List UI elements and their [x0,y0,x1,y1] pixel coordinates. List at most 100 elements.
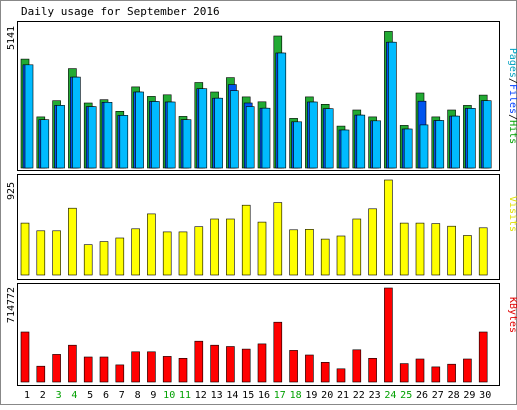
x-tick-label-day-1: 1 [24,390,30,401]
bar-kbytes-kbytes-day-10 [162,356,172,383]
legend-visits: Visits [507,196,517,232]
bar-visits-visits-day-9 [147,213,156,276]
bar-visits-visits-day-7 [115,237,125,276]
x-tick-label-day-16: 16 [258,390,270,401]
bar-hits-files-pages-pages-day-25 [403,128,413,169]
bar-hits-files-pages-pages-day-24 [388,41,397,169]
x-tick-label-day-19: 19 [305,390,317,401]
bar-visits-visits-day-21 [336,235,346,276]
bar-kbytes-kbytes-day-16 [257,343,267,383]
bar-kbytes-kbytes-day-12 [194,340,204,383]
x-tick-label-day-30: 30 [479,390,491,401]
bar-hits-files-pages-pages-day-8 [135,91,144,169]
x-tick-label-day-13: 13 [211,390,223,401]
bar-hits-files-pages-pages-day-19 [309,101,318,169]
legend-kbytes: KBytes [507,297,517,333]
x-tick-label-day-28: 28 [448,390,460,401]
bar-hits-files-pages-pages-day-28 [451,115,460,169]
bar-kbytes-kbytes-day-21 [336,368,346,383]
bar-visits-visits-day-26 [415,222,425,276]
legend-hits-files-pages: Pages/Files/Hits [507,48,517,144]
bar-kbytes-kbytes-day-7 [115,364,125,383]
panel-frame-kbytes [17,283,500,386]
bar-visits-visits-day-29 [463,235,472,276]
bar-kbytes-kbytes-day-25 [399,363,409,383]
x-tick-label-day-8: 8 [135,390,141,401]
bar-kbytes-kbytes-day-6 [99,356,109,383]
bar-kbytes-kbytes-day-8 [131,351,140,383]
legend-part-hits-files-pages-3: / [507,114,517,120]
bar-visits-visits-day-1 [20,222,30,276]
bar-kbytes-kbytes-day-29 [463,358,472,383]
bar-kbytes-kbytes-day-9 [147,351,156,383]
bar-kbytes-kbytes-day-5 [83,356,93,383]
bar-visits-visits-day-14 [226,218,235,276]
x-tick-label-day-4: 4 [71,390,77,401]
bar-visits-visits-day-24 [384,179,393,276]
bar-kbytes-kbytes-day-1 [20,331,30,383]
bar-hits-files-pages-pages-day-13 [214,97,223,169]
bar-hits-files-pages-pages-day-10 [166,101,176,169]
chart-title: Daily usage for September 2016 [21,5,220,18]
bar-kbytes-kbytes-day-3 [52,354,61,383]
bar-hits-files-pages-pages-day-6 [103,102,113,169]
bar-hits-files-pages-pages-day-20 [324,108,334,169]
bar-visits-visits-day-3 [52,230,61,276]
bar-kbytes-kbytes-day-24 [384,287,393,383]
bar-kbytes-kbytes-day-11 [178,357,188,383]
bar-visits-visits-day-8 [131,228,140,276]
bar-visits-visits-day-17 [273,202,283,276]
bar-hits-files-pages-pages-day-11 [182,119,192,169]
bar-hits-files-pages-pages-day-2 [40,119,50,169]
legend-part-hits-files-pages-1: / [507,78,517,84]
bar-kbytes-kbytes-day-27 [431,366,441,383]
bar-hits-files-pages-pages-day-27 [435,120,445,169]
bar-visits-visits-day-12 [194,226,204,276]
bar-hits-files-pages-pages-day-7 [119,115,129,169]
x-tick-label-day-7: 7 [119,390,125,401]
legend-part-hits-files-pages-2: Files [507,84,517,114]
x-tick-label-day-9: 9 [150,390,156,401]
bar-kbytes-kbytes-day-22 [352,349,362,383]
bar-kbytes-kbytes-day-28 [447,363,456,383]
x-tick-label-day-18: 18 [290,390,302,401]
bar-kbytes-kbytes-day-18 [289,350,298,383]
x-tick-label-day-3: 3 [56,390,62,401]
x-tick-label-day-6: 6 [103,390,109,401]
x-tick-label-day-17: 17 [274,390,286,401]
bar-hits-files-pages-pages-day-18 [293,121,302,169]
bar-visits-visits-day-19 [305,229,314,276]
legend-part-hits-files-pages-4: Hits [507,120,517,144]
bar-visits-visits-day-13 [210,218,219,276]
legend-layer: Pages/Files/Hits Visits KBytes [507,48,517,333]
x-tick-label-day-26: 26 [416,390,428,401]
y-max-label-visits: 925 [6,182,17,200]
panel-frame-visits [17,174,500,280]
bar-hits-files-pages-pages-day-23 [372,120,381,169]
bar-visits-visits-day-23 [368,208,377,276]
bar-kbytes-kbytes-day-19 [305,354,314,383]
bar-hits-files-pages-pages-day-26 [419,124,429,169]
bar-kbytes-kbytes-day-14 [226,346,235,383]
bar-kbytes-kbytes-day-15 [241,348,251,383]
bar-kbytes-kbytes-day-17 [273,321,283,383]
bar-kbytes-kbytes-day-2 [36,365,46,383]
x-tick-label-day-15: 15 [242,390,254,401]
x-tick-label-day-20: 20 [321,390,333,401]
bar-kbytes-kbytes-day-30 [478,331,488,383]
bar-hits-files-pages-pages-day-17 [277,52,287,169]
x-tick-label-day-12: 12 [195,390,207,401]
bar-visits-visits-day-10 [162,231,172,276]
bar-hits-files-pages-pages-day-3 [56,105,65,169]
x-tick-label-day-11: 11 [179,390,191,401]
bar-hits-files-pages-pages-day-14 [230,90,239,169]
bar-kbytes-kbytes-day-4 [68,344,77,383]
bar-hits-files-pages-pages-day-4 [72,76,81,169]
legend-part-visits-0: Visits [507,196,517,232]
bar-visits-visits-day-5 [83,244,93,276]
bar-hits-files-pages-pages-day-5 [87,106,97,169]
bar-visits-visits-day-6 [99,241,109,276]
bar-visits-visits-day-16 [257,221,267,276]
